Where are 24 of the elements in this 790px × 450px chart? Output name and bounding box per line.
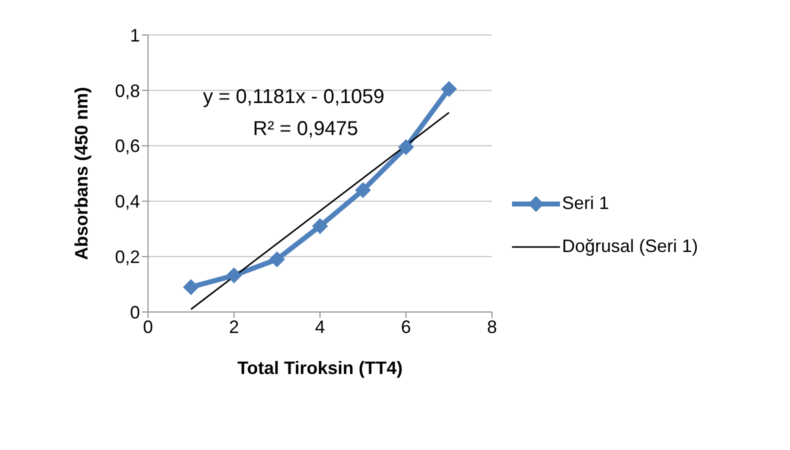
y-axis-title: Absorbans (450 nm) [71,86,92,260]
legend-label: Seri 1 [562,193,610,214]
point [226,267,242,284]
y-tick-label: 0,6 [114,136,140,156]
annotation: y = 0,1181x - 0,1059 [203,86,384,109]
point [441,81,457,98]
legend-label: Doğrusal (Seri 1) [562,236,698,257]
point [269,251,285,268]
point [312,218,328,234]
y-tick-label: 0,8 [114,80,140,101]
point [355,182,371,198]
point [398,139,414,156]
y-tick-label: 0 [130,302,140,322]
y-tick-label: 1 [130,25,140,46]
y-tick-label: 0,2 [114,246,140,267]
x-tick-label: 8 [486,316,498,337]
annotation: R² = 0,9475 [253,118,358,141]
x-axis-title: Total Tiroksin (TT4) [237,358,403,378]
x-tick-label: 2 [228,316,240,337]
point [183,279,199,296]
x-tick-label: 0 [142,316,154,337]
x-tick-label: 6 [400,316,412,337]
x-tick-label: 4 [314,316,326,337]
y-tick-label: 0,4 [114,192,140,212]
